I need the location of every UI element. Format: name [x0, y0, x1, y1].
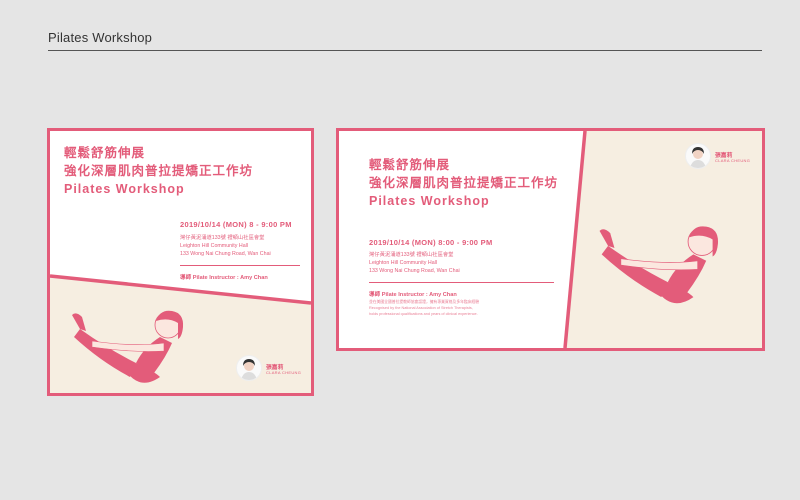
page-title: Pilates Workshop — [48, 30, 153, 45]
brand-name-en: CLARA CHEUNG — [266, 370, 302, 375]
brand-badge: 張嘉莉 CLARA CHEUNG — [685, 143, 759, 173]
venue-zh: 灣仔黃泥涌道133號 禮頓山社區會堂 — [369, 252, 454, 258]
title-en: Pilates Workshop — [369, 194, 490, 208]
event-datetime: 2019/10/14 (MON) 8:00 - 9:00 PM — [369, 238, 493, 247]
venue-en-2: 133 Wong Nai Chung Road, Wan Chai — [180, 251, 271, 257]
title-zh-2: 強化深層肌肉普拉提矯正工作坊 — [64, 164, 254, 178]
event-datetime: 2019/10/14 (MON) 8 - 9:00 PM — [180, 220, 292, 229]
instructor: 導師 Pilate Instructor : Amy Chan — [180, 275, 268, 281]
info-divider — [180, 265, 300, 266]
poster-square[interactable]: 輕鬆舒筋伸展 強化深層肌肉普拉提矯正工作坊 Pilates Workshop 2… — [47, 128, 314, 396]
title-zh-1: 輕鬆舒筋伸展 — [369, 158, 451, 172]
instructor-note-zh: 並在美國全國普拉提教師協會認證，擁有專業資格及多年臨床經驗 — [369, 300, 480, 304]
pilates-figure-illustration — [72, 310, 184, 383]
instructor-avatar — [236, 355, 262, 381]
venue-en-1: Leighton Hill Community Hall — [180, 243, 249, 249]
title-zh-2: 強化深層肌肉普拉提矯正工作坊 — [369, 176, 559, 190]
info-divider — [369, 282, 554, 283]
title-en: Pilates Workshop — [64, 182, 185, 196]
pilates-figure-illustration — [599, 226, 719, 304]
title-zh-1: 輕鬆舒筋伸展 — [64, 146, 146, 160]
brand-name: 張嘉莉 — [715, 153, 733, 159]
poster-background — [50, 131, 311, 305]
brand-name-en: CLARA CHEUNG — [715, 158, 751, 163]
instructor: 導師 Pilate Instructor : Amy Chan — [369, 292, 457, 298]
venue-en-2: 133 Wong Nai Chung Road, Wan Chai — [369, 268, 460, 274]
venue-zh: 灣仔黃泥涌道133號 禮頓山社區會堂 — [180, 235, 265, 241]
poster-background — [339, 131, 587, 348]
instructor-note-en-2: holds professional qualifications and ye… — [369, 312, 478, 316]
title-divider — [48, 50, 762, 51]
venue-en-1: Leighton Hill Community Hall — [369, 260, 438, 266]
instructor-note-en-1: Recognised by the National Association o… — [369, 306, 473, 310]
poster-landscape[interactable]: 輕鬆舒筋伸展 強化深層肌肉普拉提矯正工作坊 Pilates Workshop 2… — [336, 128, 765, 351]
brand-badge: 張嘉莉 CLARA CHEUNG — [236, 355, 306, 385]
instructor-avatar — [685, 143, 711, 169]
brand-name: 張嘉莉 — [266, 365, 284, 371]
